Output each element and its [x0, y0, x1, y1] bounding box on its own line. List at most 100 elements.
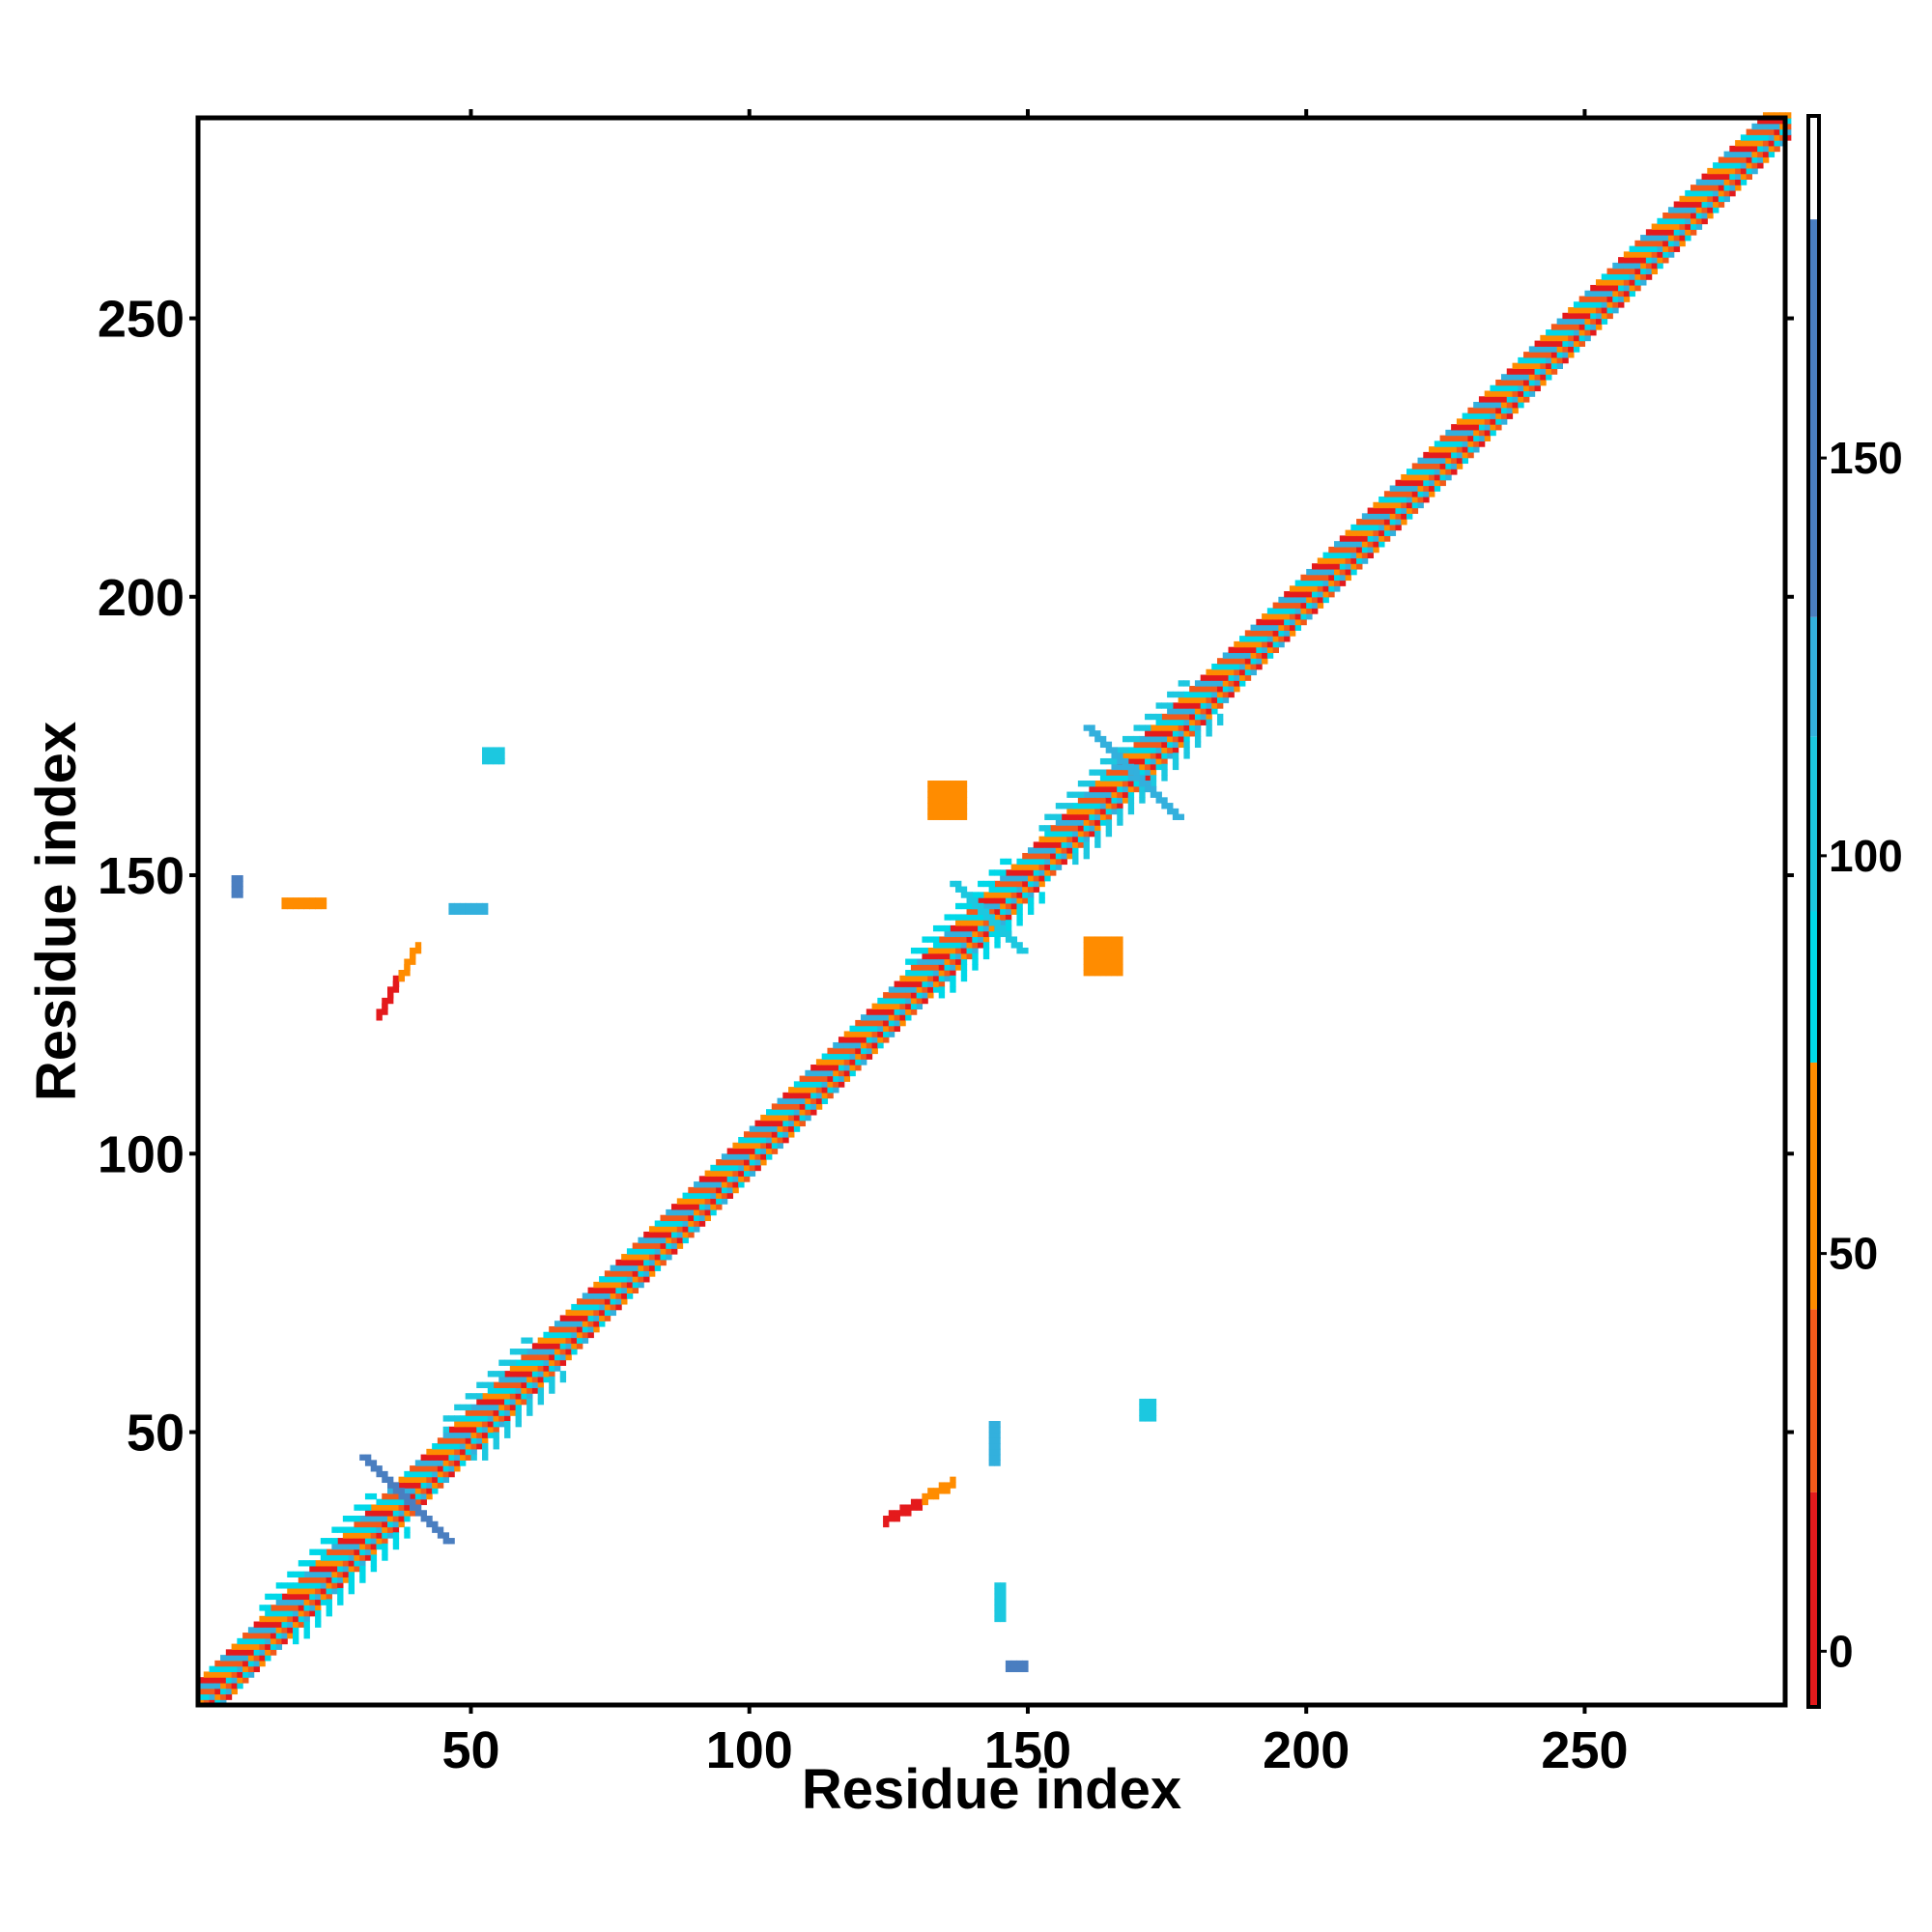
diagonal-cell [342, 1532, 350, 1539]
diagonal-cell [1473, 418, 1480, 425]
contact-cell [960, 808, 968, 815]
diagonal-cell [587, 1298, 594, 1305]
diagonal-cell [1239, 636, 1246, 642]
contact-cell [482, 747, 489, 753]
diagonal-cell [465, 1432, 472, 1438]
diagonal-cell [1105, 781, 1113, 787]
diagonal-cell [626, 1293, 634, 1299]
diagonal-cell [1122, 785, 1129, 793]
diagonal-halo-cell [1172, 753, 1179, 759]
diagonal-cell [782, 1136, 789, 1144]
contact-cell [938, 808, 946, 815]
diagonal-cell [610, 1276, 616, 1283]
diagonal-cell [726, 1148, 734, 1154]
diagonal-cell [1751, 145, 1758, 153]
diagonal-cell [1423, 457, 1430, 465]
diagonal-cell [732, 1181, 739, 1188]
diagonal-cell [654, 1231, 662, 1238]
diagonal-cell [1500, 402, 1508, 409]
diagonal-cell [364, 1554, 372, 1561]
diagonal-cell [242, 1677, 249, 1684]
diagonal-cell [454, 1448, 461, 1456]
diagonal-cell [1618, 284, 1625, 292]
diagonal-halo-cell [1072, 791, 1079, 798]
diagonal-cell [710, 1208, 717, 1216]
diagonal-cell [1278, 613, 1285, 620]
contact-cell [1111, 936, 1118, 943]
diagonal-cell [1679, 229, 1686, 236]
diagonal-cell [1334, 541, 1341, 548]
diagonal-cell [1590, 307, 1597, 314]
diagonal-cell [972, 914, 979, 921]
diagonal-cell [1206, 686, 1212, 693]
diagonal-cell [1518, 362, 1524, 370]
diagonal-cell [660, 1254, 667, 1261]
diagonal-cell [1612, 296, 1619, 302]
colorbar-band [1808, 116, 1819, 220]
contact-cell [944, 813, 951, 820]
diagonal-cell [404, 1488, 411, 1494]
contact-cell [470, 908, 477, 915]
diagonal-cell [359, 1515, 366, 1522]
y-tick-label: 100 [98, 1125, 185, 1183]
diagonal-cell [1612, 307, 1619, 314]
diagonal-halo-cell [960, 902, 968, 910]
diagonal-cell [1105, 769, 1113, 776]
diagonal-halo-cell [1038, 825, 1045, 832]
diagonal-cell [871, 1003, 878, 1009]
diagonal-cell [688, 1198, 695, 1205]
diagonal-cell [922, 980, 928, 987]
diagonal-cell [1061, 836, 1067, 843]
diagonal-cell [410, 1488, 416, 1494]
diagonal-cell [1735, 179, 1742, 185]
diagonal-cell [303, 1593, 310, 1601]
contact-cell [1167, 808, 1174, 815]
diagonal-halo-cell [1216, 713, 1224, 721]
diagonal-halo-cell [354, 1504, 360, 1511]
diagonal-cell [1222, 668, 1230, 676]
diagonal-cell [1105, 797, 1113, 804]
contact-cell [1000, 930, 1007, 938]
diagonal-halo-cell [982, 942, 990, 949]
diagonal-cell [1161, 741, 1168, 749]
diagonal-cell [1762, 118, 1770, 125]
diagonal-cell [1066, 819, 1073, 826]
diagonal-cell [1050, 858, 1057, 866]
diagonal-cell [894, 1014, 900, 1021]
diagonal-cell [1099, 781, 1107, 787]
diagonal-cell [1178, 730, 1184, 737]
diagonal-cell [883, 1037, 890, 1043]
diagonal-cell [849, 1059, 856, 1065]
diagonal-cell [1167, 753, 1174, 759]
diagonal-cell [537, 1343, 545, 1350]
diagonal-cell [805, 1114, 811, 1122]
diagonal-cell [326, 1571, 332, 1578]
diagonal-cell [849, 1047, 856, 1055]
diagonal-cell [1262, 630, 1268, 637]
diagonal-cell [549, 1359, 555, 1366]
diagonal-cell [1429, 457, 1435, 465]
diagonal-cell [1528, 352, 1536, 358]
contact-cell [392, 986, 400, 993]
diagonal-cell [1451, 429, 1458, 437]
diagonal-cell [1122, 775, 1129, 781]
diagonal-halo-cell [1005, 858, 1012, 866]
diagonal-halo-cell [515, 1349, 522, 1355]
contact-cell [1089, 936, 1095, 943]
diagonal-halo-cell [1083, 841, 1090, 848]
diagonal-cell [1262, 640, 1268, 648]
diagonal-cell [1395, 485, 1402, 492]
diagonal-cell [827, 1075, 834, 1082]
diagonal-cell [654, 1259, 662, 1266]
diagonal-halo-cell [1089, 769, 1095, 776]
diagonal-cell [643, 1264, 650, 1271]
diagonal-cell [1194, 708, 1202, 715]
diagonal-cell [437, 1465, 444, 1472]
diagonal-cell [198, 1677, 205, 1684]
diagonal-cell [1573, 318, 1580, 325]
diagonal-cell [1713, 185, 1719, 191]
diagonal-cell [899, 997, 906, 1005]
diagonal-cell [1490, 390, 1496, 397]
diagonal-cell [1528, 368, 1536, 375]
diagonal-cell [1005, 914, 1012, 921]
